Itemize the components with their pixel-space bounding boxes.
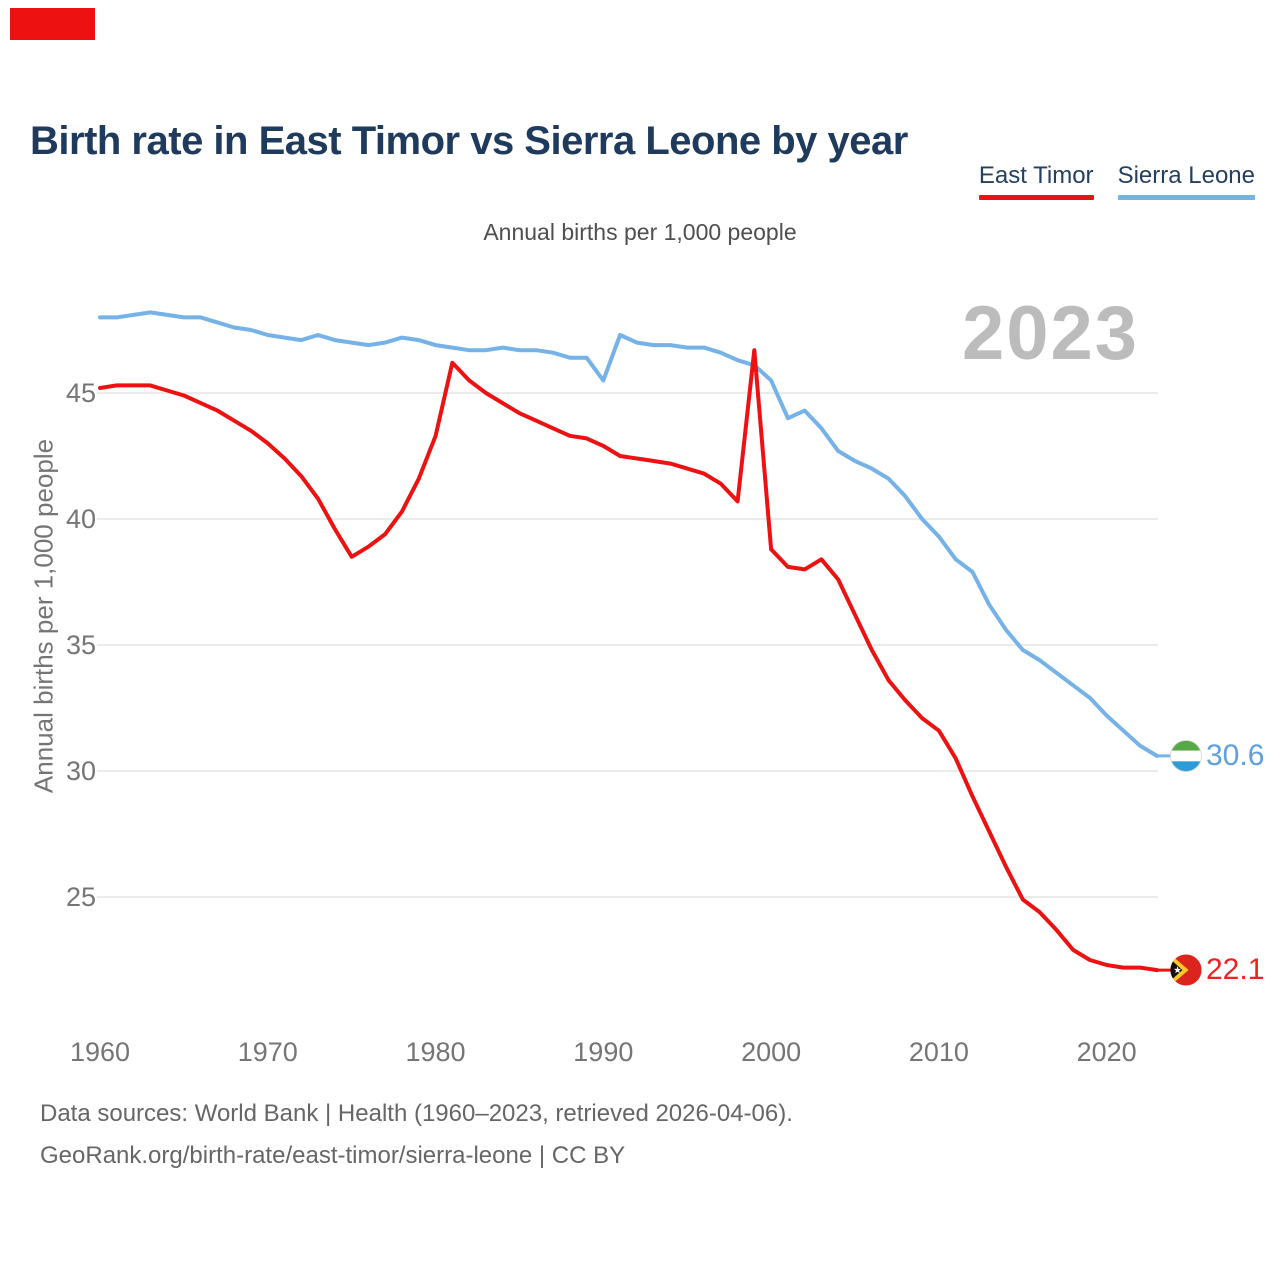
east-timor-flag-icon	[1170, 954, 1202, 986]
legend: East Timor Sierra Leone	[978, 162, 1255, 200]
legend-underline-red	[978, 195, 1094, 200]
x-tick-label: 2010	[908, 1037, 969, 1067]
year-watermark: 2023	[962, 291, 1140, 376]
y-tick-label: 35	[65, 630, 96, 660]
legend-item-east-timor[interactable]: East Timor	[978, 162, 1094, 200]
x-tick-label: 1980	[405, 1037, 466, 1067]
page-title: Birth rate in East Timor vs Sierra Leone…	[30, 118, 908, 163]
x-tick-label: 1960	[69, 1037, 131, 1067]
series-line-east-timor[interactable]	[98, 348, 1159, 973]
legend-label: Sierra Leone	[1117, 162, 1255, 189]
y-tick-label: 40	[65, 504, 96, 534]
series-line-sierra-leone[interactable]	[98, 310, 1159, 758]
x-tick-label: 1990	[573, 1037, 634, 1067]
end-value-east-timor: 22.1	[1206, 953, 1265, 987]
chart-subtitle: Annual births per 1,000 people	[483, 219, 797, 245]
sierra-leone-flag-icon	[1170, 739, 1202, 772]
legend-label: East Timor	[978, 162, 1094, 189]
y-tick-label: 25	[65, 882, 96, 912]
legend-underline-blue	[1117, 195, 1255, 200]
footer-sources: Data sources: World Bank | Health (1960–…	[40, 1100, 793, 1127]
y-tick-label: 45	[65, 378, 96, 408]
x-tick-label: 2020	[1076, 1037, 1137, 1067]
end-value-sierra-leone: 30.6	[1206, 738, 1265, 772]
x-tick-label: 2000	[741, 1037, 802, 1067]
footer-url: GeoRank.org/birth-rate/east-timor/sierra…	[40, 1142, 626, 1169]
y-axis-label: Annual births per 1,000 people	[28, 438, 59, 794]
y-tick-label: 30	[65, 756, 96, 786]
legend-item-sierra-leone[interactable]: Sierra Leone	[1117, 162, 1255, 200]
x-tick-label: 1970	[237, 1037, 298, 1067]
accent-bar	[10, 8, 95, 40]
